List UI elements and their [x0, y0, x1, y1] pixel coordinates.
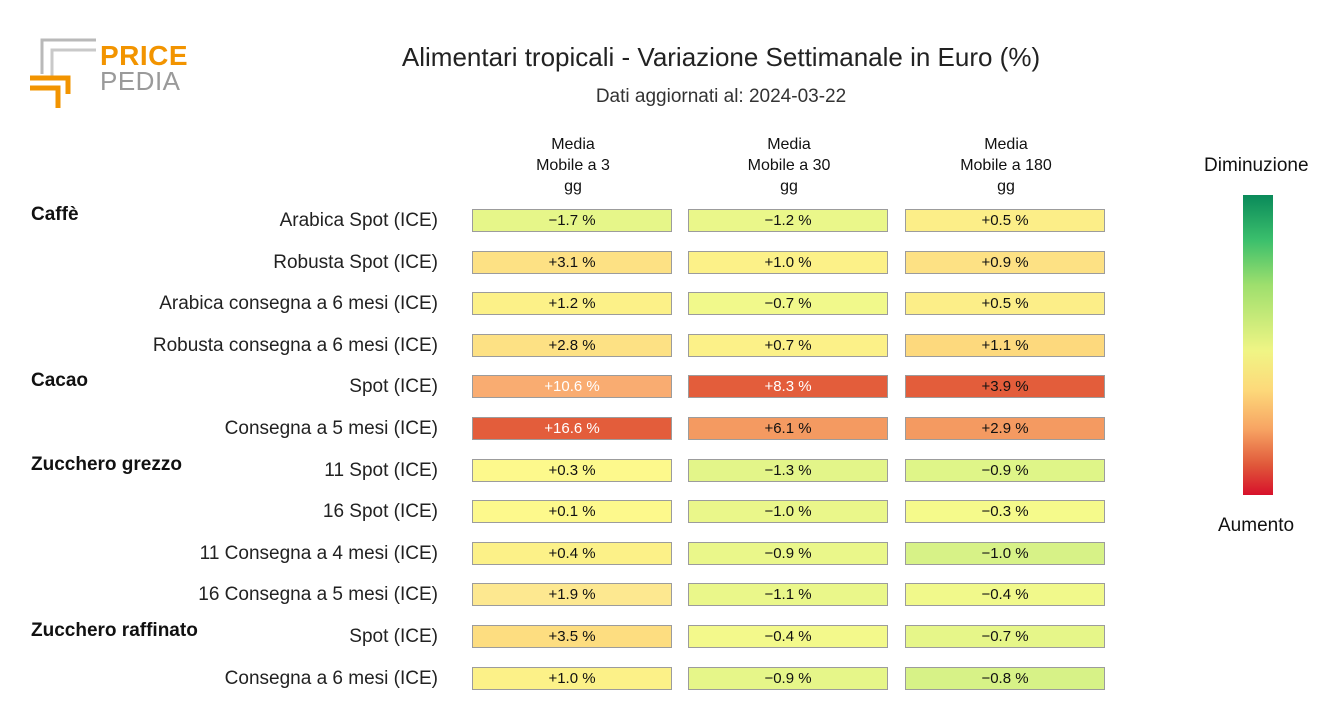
- heatmap-cell: −0.3 %: [905, 500, 1105, 524]
- legend-label-increase: Aumento: [1218, 515, 1295, 536]
- row-label: 11 Spot (ICE): [324, 459, 438, 481]
- heatmap-cell: −0.9 %: [688, 541, 888, 565]
- column-header-line: Mobile a 180: [960, 157, 1052, 174]
- group-label: Zucchero raffinato: [31, 620, 198, 641]
- heatmap-cell: +0.5 %: [905, 209, 1105, 232]
- heatmap-cell: +3.9 %: [905, 375, 1105, 399]
- column-header-line: Media: [767, 136, 811, 153]
- heatmap-cell: +3.5 %: [472, 625, 672, 648]
- column-header-2: Media Mobile a 30 gg: [688, 134, 890, 197]
- row-label: Arabica Spot (ICE): [279, 210, 438, 231]
- row-label: Arabica consegna a 6 mesi (ICE): [159, 293, 438, 315]
- heatmap-cell: −1.0 %: [688, 500, 888, 524]
- heatmap-cell: −1.3 %: [688, 458, 888, 482]
- heatmap-cell: +1.1 %: [905, 333, 1105, 357]
- heatmap-cell: +2.8 %: [472, 333, 672, 357]
- row-label: Consegna a 6 mesi (ICE): [224, 667, 438, 689]
- pricepedia-logo: PRICE PEDIA: [28, 38, 188, 110]
- chart-title: Alimentari tropicali - Variazione Settim…: [401, 42, 1041, 72]
- heatmap-cell: −1.0 %: [905, 541, 1105, 565]
- column-header-3: Media Mobile a 180 gg: [905, 134, 1107, 197]
- chart-subtitle: Dati aggiornati al: 2024-03-22: [595, 86, 847, 107]
- row-label: Robusta Spot (ICE): [273, 251, 438, 273]
- heatmap-cell: +0.4 %: [472, 541, 672, 565]
- heatmap-cell: −0.9 %: [688, 666, 888, 690]
- heatmap-cell: +8.3 %: [688, 375, 888, 399]
- group-label: Zucchero grezzo: [31, 453, 182, 475]
- heatmap-cell: +1.2 %: [472, 292, 672, 316]
- heatmap-cell: −0.7 %: [688, 292, 888, 316]
- heatmap-cell: −1.1 %: [688, 583, 888, 607]
- column-header-1: Media Mobile a 3 gg: [472, 134, 674, 197]
- heatmap-cell: +6.1 %: [688, 417, 888, 440]
- row-label: Robusta consegna a 6 mesi (ICE): [152, 334, 438, 356]
- column-header-line: gg: [997, 178, 1015, 195]
- row-label: Consegna a 5 mesi (ICE): [224, 418, 438, 439]
- column-header-line: Media: [551, 136, 595, 153]
- heatmap-cell: +1.0 %: [688, 250, 888, 274]
- heatmap-cell: +0.7 %: [688, 333, 888, 357]
- heatmap-cell: −1.7 %: [472, 209, 672, 232]
- logo-mark-icon: [30, 38, 96, 108]
- heatmap-cell: +10.6 %: [472, 375, 672, 399]
- row-label: 16 Spot (ICE): [322, 501, 438, 523]
- heatmap-cell: −0.9 %: [905, 458, 1105, 482]
- heatmap-cell: +0.5 %: [905, 292, 1105, 316]
- row-label: Spot (ICE): [349, 626, 438, 647]
- heatmap-cell: +3.1 %: [472, 250, 672, 274]
- heatmap-cell: +16.6 %: [472, 417, 672, 440]
- row-label: 11 Consegna a 4 mesi (ICE): [199, 542, 438, 564]
- heatmap-cell: −0.4 %: [688, 625, 888, 648]
- heatmap-cell: −0.8 %: [905, 666, 1105, 690]
- heatmap-cell: +2.9 %: [905, 417, 1105, 440]
- heatmap-cell: +1.9 %: [472, 583, 672, 607]
- heatmap-cell: +0.9 %: [905, 250, 1105, 274]
- column-header-line: Media: [984, 136, 1028, 153]
- column-header-line: gg: [780, 178, 798, 195]
- column-header-line: gg: [564, 178, 582, 195]
- heatmap-cell: −1.2 %: [688, 209, 888, 232]
- group-label: Caffè: [31, 204, 79, 225]
- column-header-line: Mobile a 30: [747, 157, 831, 174]
- heatmap-cell: +0.3 %: [472, 458, 672, 482]
- row-label: 16 Consegna a 5 mesi (ICE): [198, 584, 438, 606]
- column-header-line: Mobile a 3: [536, 157, 610, 174]
- heatmap-cell: −0.7 %: [905, 625, 1105, 648]
- heatmap-cell: −0.4 %: [905, 583, 1105, 607]
- legend-colorbar: [1243, 195, 1273, 495]
- legend-label-decrease: Diminuzione: [1204, 155, 1309, 176]
- logo-text-pedia: PEDIA: [100, 66, 181, 96]
- group-label: Cacao: [31, 370, 89, 392]
- row-label: Spot (ICE): [349, 376, 438, 398]
- logo-text-price: PRICE: [100, 40, 189, 71]
- heatmap-cell: +0.1 %: [472, 500, 672, 524]
- heatmap-cell: +1.0 %: [472, 666, 672, 690]
